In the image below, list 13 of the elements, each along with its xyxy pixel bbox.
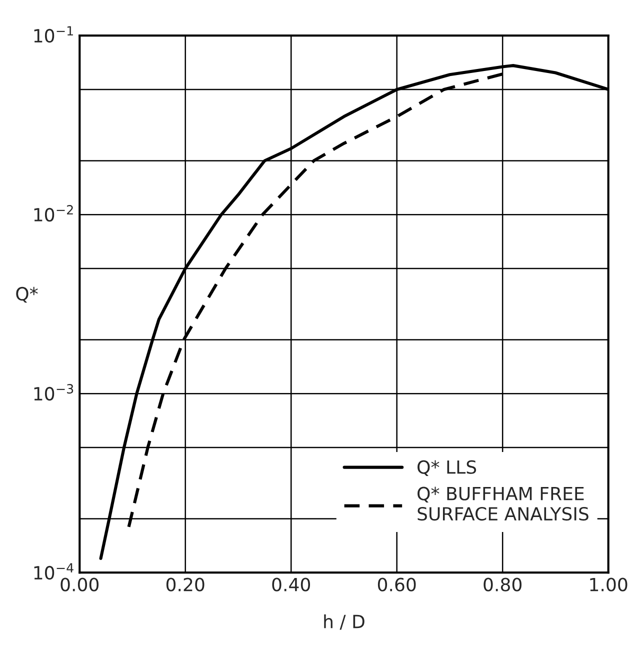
x-tick-label: 0.80 bbox=[484, 578, 522, 592]
x-tick-label: 0.20 bbox=[166, 578, 204, 592]
y-axis-title: Q* bbox=[16, 286, 38, 303]
y-tick-label: 10$^{−3}$ bbox=[34, 384, 74, 401]
x-tick-label: 0.40 bbox=[272, 578, 310, 592]
x-tick-label: 0.00 bbox=[60, 578, 99, 592]
y-tick-label: 10$^{−1}$ bbox=[34, 26, 73, 43]
x-tick-label: 0.60 bbox=[378, 578, 416, 592]
legend-label: Q* LLS bbox=[418, 460, 476, 476]
legend-label: Q* BUFFHAM FREE SURFACE ANALYSIS bbox=[418, 486, 588, 521]
x-axis-title: h / D bbox=[324, 614, 364, 630]
x-tick-label: 1.00 bbox=[590, 578, 628, 592]
y-tick-label: 10$^{−2}$ bbox=[34, 205, 73, 222]
